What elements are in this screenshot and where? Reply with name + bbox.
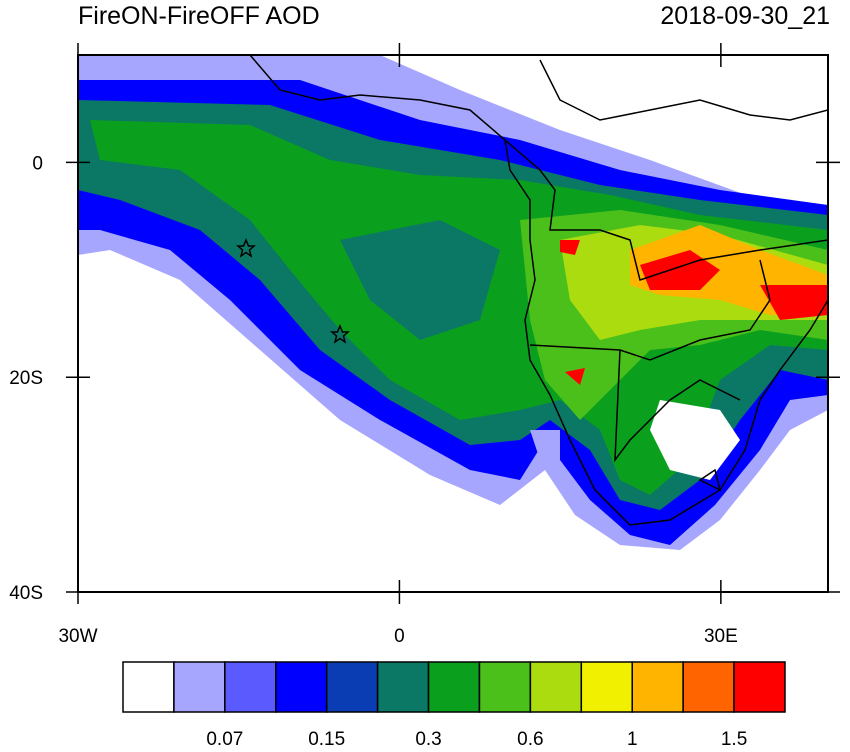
colorbar-box: [122, 661, 175, 713]
colorbar-label: 1.5: [721, 729, 747, 747]
colorbar-box: [173, 661, 226, 713]
x-tick-label: 0: [394, 626, 405, 647]
colorbar-label: 0.3: [415, 729, 441, 747]
colorbar-box: [325, 661, 379, 713]
colorbar-label: 0.6: [517, 729, 543, 747]
colorbar-label: 0.15: [308, 729, 345, 747]
colorbar-box: [427, 661, 481, 713]
colorbar-box: [376, 661, 430, 713]
colorbar-box: [224, 661, 277, 713]
aod-field: [78, 55, 828, 550]
colorbar-box: [478, 661, 532, 713]
colorbar-box: [275, 661, 328, 713]
colorbar-label: 0.07: [206, 729, 243, 747]
time-label: 2018-09-30_21: [660, 2, 830, 30]
title: FireON-FireOFF AOD: [78, 2, 320, 30]
y-tick-label: 20S: [9, 368, 43, 389]
y-tick-label: 0: [32, 153, 43, 174]
colorbar-box: [631, 661, 684, 713]
coastlines: [249, 55, 828, 526]
site-markers: [236, 238, 350, 344]
x-tick-label: 30E: [704, 626, 738, 647]
colorbar-box: [529, 661, 583, 713]
y-tick-label: 40S: [9, 583, 43, 604]
map-frame: [77, 54, 829, 593]
x-tick-label: 30W: [58, 626, 97, 647]
colorbar-label: 1: [627, 729, 638, 747]
colorbar-box: [580, 661, 633, 713]
colorbar-box: [682, 661, 735, 713]
colorbar-box: [733, 661, 786, 713]
